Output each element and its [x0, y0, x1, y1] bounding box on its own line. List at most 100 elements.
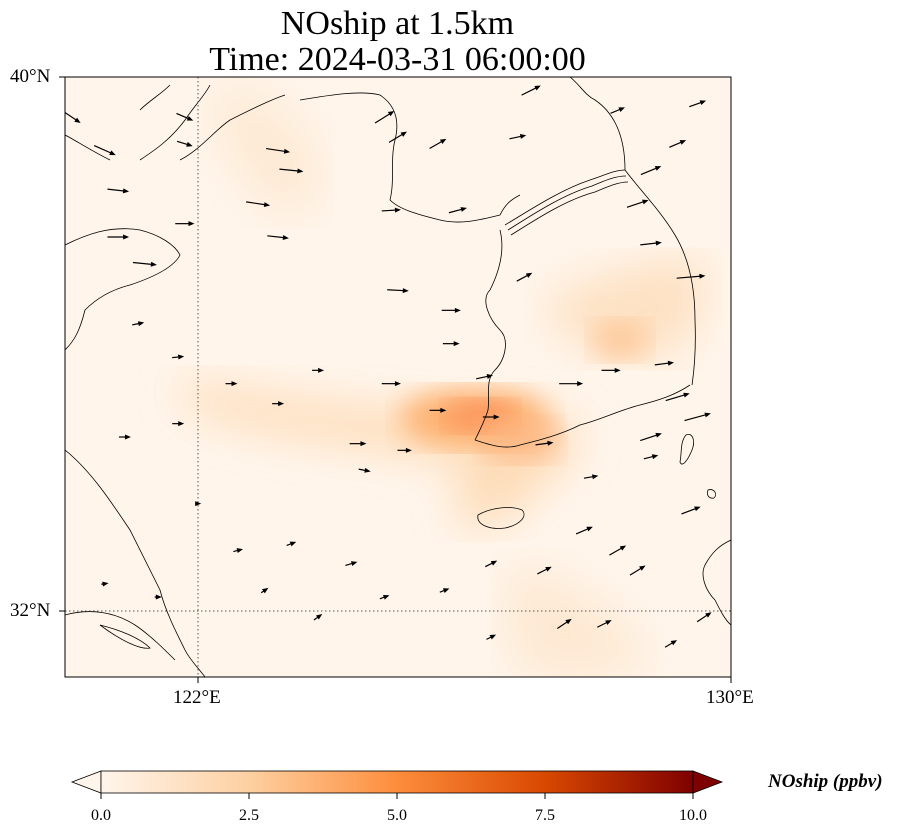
colorbar-tick-label: 7.5: [535, 807, 555, 824]
wind-vector-head: [519, 134, 527, 139]
map-frame-fill: [65, 77, 731, 677]
east-plume: [540, 258, 707, 360]
wind-vector-head: [122, 188, 130, 194]
wind-vector-shaft: [665, 393, 687, 402]
wind-vector-head: [592, 474, 599, 480]
wind-vector-head: [195, 501, 202, 507]
wind-vector-head: [547, 440, 554, 446]
colorbar-tick-label: 0.0: [91, 807, 111, 824]
wind-vector-head: [188, 221, 195, 227]
colorbar-title: NOship (ppbv): [768, 771, 883, 792]
concentration-field: [178, 88, 707, 677]
wind-vector-head: [178, 421, 185, 427]
wind-vector-shaft: [640, 242, 658, 246]
wind-vector-shaft: [684, 413, 708, 422]
wind-vector-shaft: [267, 235, 286, 239]
wind-vector-shaft: [676, 275, 702, 279]
map-frame: [64, 76, 732, 678]
wind-vector-head: [679, 140, 687, 145]
korea-north-east: [569, 77, 626, 171]
wind-vector-shaft: [93, 144, 113, 155]
wind-vector-head: [619, 545, 627, 551]
wind-vector-head: [453, 341, 460, 347]
wind-vector-head: [402, 288, 409, 294]
wind-vector-head: [654, 166, 662, 171]
wind-vector-head: [405, 447, 412, 453]
dmz-border-2: [507, 175, 627, 231]
lat-label-40: 40°N: [10, 66, 51, 87]
hotspot-east: [590, 320, 650, 360]
wind-vector-shaft: [246, 201, 267, 206]
wind-vector-head: [545, 566, 552, 572]
wind-vector-head: [278, 401, 285, 407]
wind-vector-head: [150, 261, 157, 267]
map-title-line1: NOship at 1.5km: [280, 5, 515, 42]
liaodong-coastline: [139, 84, 286, 161]
coastlines: [65, 77, 731, 677]
wind-vector-shaft: [696, 613, 709, 623]
korea-south-coastline: [474, 384, 691, 448]
lon-label-130: 130°E: [706, 687, 754, 708]
wind-vector-shaft: [279, 168, 300, 172]
wind-vector-head: [525, 272, 533, 278]
wind-vector-head: [667, 360, 674, 366]
north-plume: [210, 88, 322, 217]
wind-vector-shaft: [429, 140, 444, 149]
nk-coastline: [299, 92, 521, 223]
colorbar-tick-label: 2.5: [239, 807, 259, 824]
wind-vector-head: [137, 321, 145, 327]
wind-vector-head: [282, 235, 289, 241]
hotspot-jeju-north: [480, 418, 560, 462]
wind-vector-head: [231, 381, 238, 387]
wind-vector-head: [124, 434, 131, 440]
wind-vector-head: [705, 612, 712, 618]
wind-vector-head: [614, 367, 621, 373]
wind-vector-shaft: [640, 434, 659, 442]
tsushima-island: [679, 433, 694, 465]
wind-vector-shaft: [575, 527, 590, 535]
wind-vector-shaft: [107, 188, 126, 192]
wind-vector-head: [236, 548, 243, 554]
wind-vector-head: [618, 107, 625, 112]
wind-vector-head: [102, 581, 109, 587]
wind-vector-shaft: [448, 208, 464, 214]
map-title-line2: Time: 2024-03-31 06:00:00: [209, 41, 586, 78]
wind-vector-shaft: [374, 112, 392, 124]
wind-vector-head: [186, 141, 193, 147]
wind-vector-shaft: [381, 209, 397, 212]
wind-vector-head: [493, 414, 500, 420]
wind-vector-head: [109, 150, 116, 156]
wind-vector-shaft: [629, 567, 643, 576]
wind-vector-head: [283, 148, 291, 154]
wind-vector-head: [486, 374, 493, 379]
wind-vector-head: [350, 561, 358, 566]
wind-vector-head: [442, 588, 450, 593]
wind-vector-head: [454, 307, 461, 313]
jeju-island: [477, 507, 525, 529]
yangtze-estuary: [65, 611, 176, 661]
wind-vector-shaft: [535, 442, 550, 446]
korea-east-coastline: [624, 169, 696, 386]
lat-label-32: 32°N: [10, 600, 51, 621]
lon-label-122: 122°E: [173, 687, 221, 708]
dmz-border: [504, 169, 626, 226]
kyushu-coast: [702, 539, 731, 626]
wind-vector-shaft: [176, 112, 190, 120]
wind-vector-head: [534, 85, 541, 91]
wind-vector-head: [577, 381, 584, 387]
wind-vector-head: [440, 407, 447, 413]
wind-vector-shaft: [626, 200, 645, 208]
wind-vector-head: [394, 207, 401, 213]
wind-vector-head: [394, 381, 401, 387]
wind-vector-head: [670, 640, 678, 646]
wind-vector-head: [263, 202, 271, 208]
wind-vector-head: [364, 467, 371, 473]
wind-vector-head: [605, 620, 612, 625]
wind-vector-shaft: [669, 141, 683, 148]
korea-west-coastline: [474, 229, 506, 441]
wind-vector-head: [639, 565, 646, 571]
wind-vector-head: [289, 541, 297, 547]
wind-vector-shaft: [640, 167, 658, 176]
wind-vector-head: [642, 199, 649, 205]
